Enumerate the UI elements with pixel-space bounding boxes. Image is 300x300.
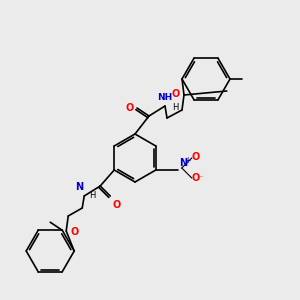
- Text: NH: NH: [158, 93, 172, 102]
- Text: N: N: [75, 182, 83, 192]
- Text: H: H: [89, 190, 96, 200]
- Text: ⁻: ⁻: [199, 173, 203, 182]
- Text: O: O: [70, 227, 79, 237]
- Text: O: O: [172, 89, 180, 99]
- Text: O: O: [126, 103, 134, 113]
- Text: O: O: [112, 200, 121, 210]
- Text: N: N: [179, 158, 187, 168]
- Text: O: O: [192, 173, 200, 183]
- Text: H: H: [172, 103, 178, 112]
- Text: +: +: [184, 156, 190, 165]
- Text: O: O: [192, 152, 200, 162]
